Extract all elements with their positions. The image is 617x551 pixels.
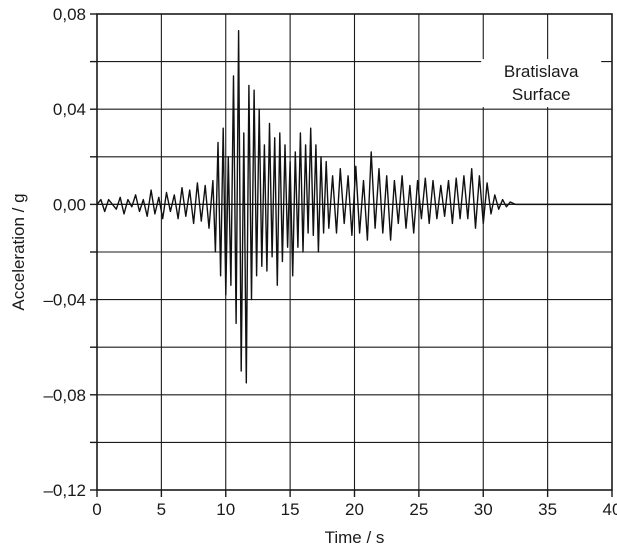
x-axis-label: Time / s <box>325 528 385 547</box>
y-tick-label: –0,08 <box>43 386 86 405</box>
series-group <box>96 30 612 384</box>
annotation-group: Bratislava Surface <box>481 59 602 108</box>
x-tick-label: 5 <box>157 500 166 519</box>
annotation-text: Surface <box>512 85 571 104</box>
x-tick-label: 35 <box>538 500 557 519</box>
annotation-text: Bratislava <box>504 62 579 81</box>
y-tick-labels: –0,12 –0,08 –0,04 0,00 0,04 0,08 <box>43 5 86 500</box>
x-tick-label: 30 <box>474 500 493 519</box>
x-tick-label: 0 <box>92 500 101 519</box>
x-tick-labels: 0 5 10 15 20 25 30 35 40 <box>92 500 617 519</box>
series-line <box>96 30 612 384</box>
y-tick-label: 0,04 <box>53 100 86 119</box>
x-tick-label: 15 <box>281 500 300 519</box>
x-tick-label: 40 <box>603 500 617 519</box>
x-tick-label: 25 <box>409 500 428 519</box>
y-tick-label: 0,08 <box>53 5 86 24</box>
x-tick-label: 10 <box>216 500 235 519</box>
x-tick-label: 20 <box>345 500 364 519</box>
tick-marks <box>90 13 613 497</box>
y-tick-label: –0,04 <box>43 291 86 310</box>
y-axis-label: Acceleration / g <box>9 193 28 310</box>
annotation-background <box>481 59 602 108</box>
y-tick-label: –0,12 <box>43 481 86 500</box>
y-tick-label: 0,00 <box>53 195 86 214</box>
